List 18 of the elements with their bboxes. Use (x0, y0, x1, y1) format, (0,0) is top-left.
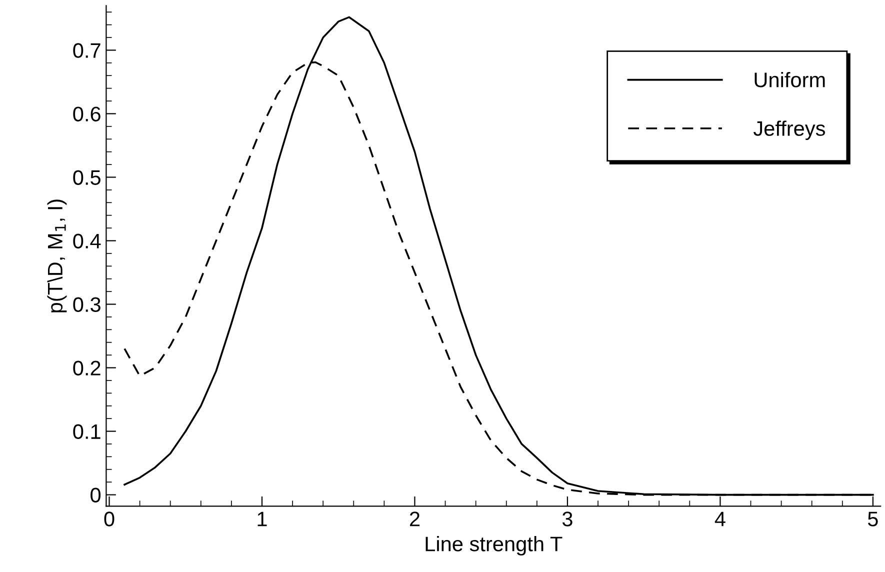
x-tick-label: 3 (562, 512, 572, 526)
y-axis-title: p(T\D, M$_{1}$, I) (47, 200, 67, 312)
x-tick-label: 0 (104, 512, 114, 526)
y-tick-label: 0.4 (73, 234, 101, 248)
y-tick-label: 0.5 (73, 170, 100, 185)
y-tick-label: 0.3 (73, 297, 100, 312)
y-tick-label: 0.6 (73, 106, 100, 122)
y-tick-label: 0.7 (73, 43, 100, 58)
y-tick-label: 0.2 (73, 360, 100, 376)
x-tick-label: 1 (258, 512, 267, 526)
x-axis-title: Line strength T (426, 536, 562, 556)
legend-label: Jeffreys (753, 120, 825, 140)
x-tick-label: 4 (714, 512, 726, 526)
y-tick-label: 0 (90, 488, 101, 503)
legend-label: Uniform (754, 72, 825, 88)
x-tick-label: 2 (410, 512, 420, 526)
y-tick-label: 0.1 (73, 424, 100, 440)
x-tick-label: 5 (868, 512, 878, 526)
